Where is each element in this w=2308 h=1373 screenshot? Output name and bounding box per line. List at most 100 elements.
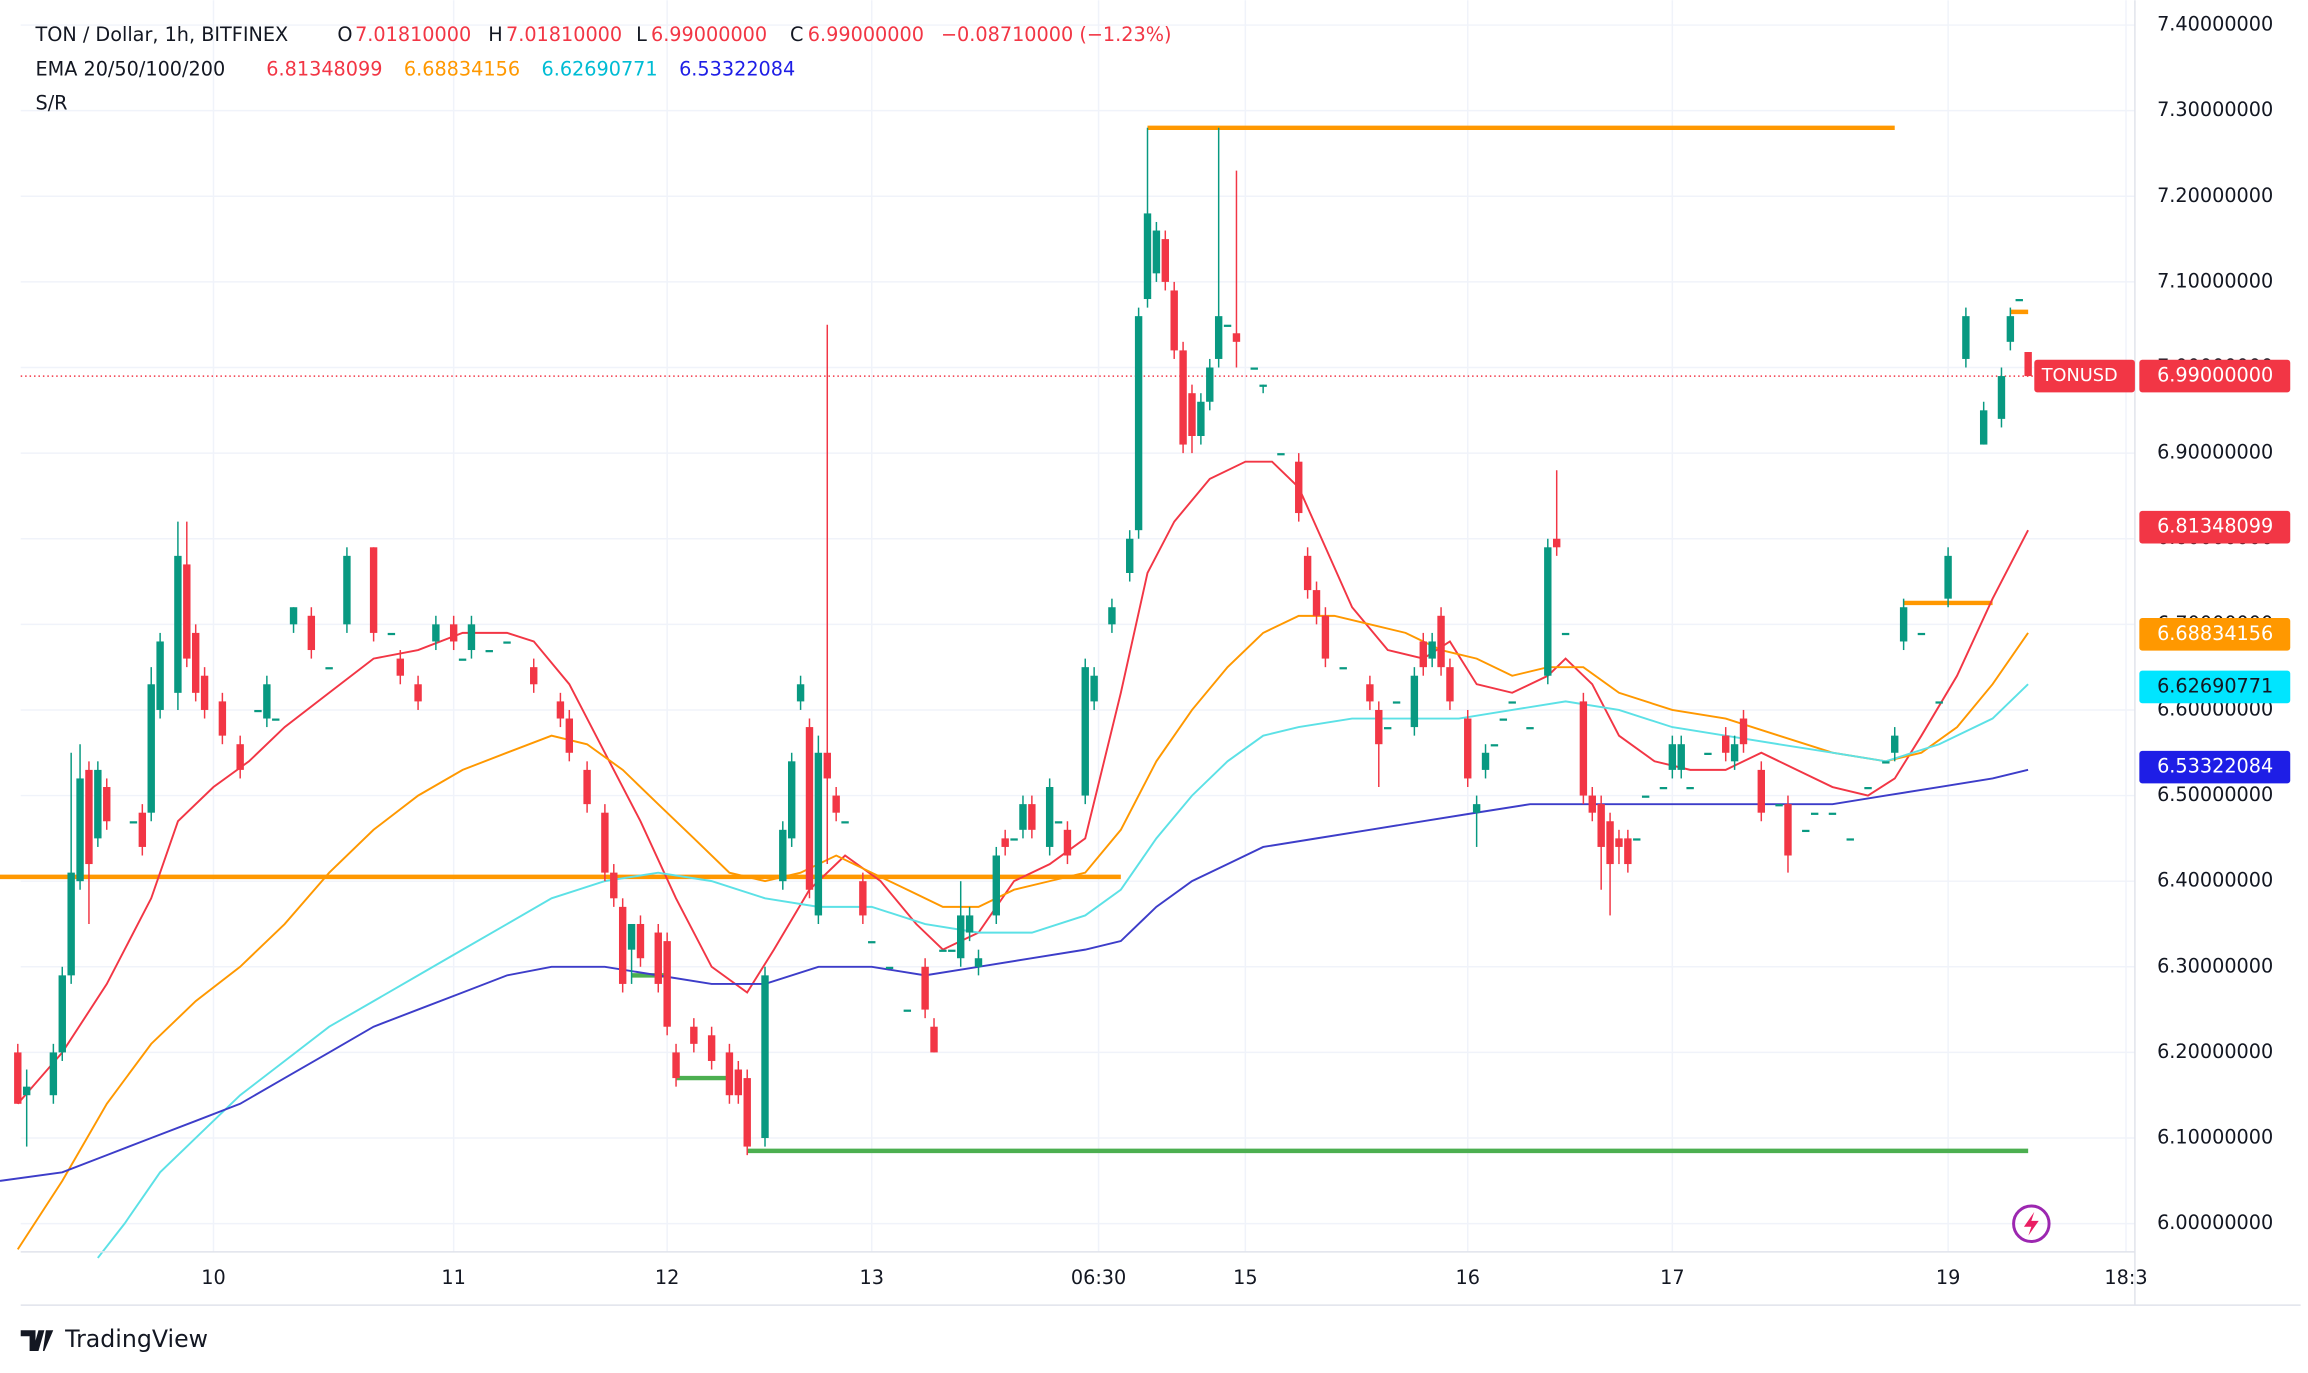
candle-body <box>618 906 627 984</box>
candle-body <box>1891 735 1899 753</box>
candle-body <box>1045 787 1054 847</box>
o-key: O <box>337 23 352 46</box>
candle-body <box>183 564 191 659</box>
candle-body <box>1339 667 1347 670</box>
change: −0.08710000 (−1.23%) <box>941 23 1172 46</box>
candle-body <box>1828 812 1837 815</box>
y-tick-label: 6.30000000 <box>2157 954 2273 977</box>
candle-body <box>672 1052 680 1079</box>
candle-body <box>1704 752 1712 755</box>
candle-body <box>1962 316 1970 359</box>
price-tag <box>2139 670 2291 704</box>
icon-bolt[interactable] <box>2023 1211 2039 1236</box>
candle-body <box>1170 290 1178 351</box>
candle-body <box>67 872 75 976</box>
candle-body <box>1775 804 1783 807</box>
candle-body <box>1410 675 1419 728</box>
candle-body <box>1846 838 1854 841</box>
candle-body <box>903 1009 912 1012</box>
price-tag-label: 6.62690771 <box>2157 674 2273 697</box>
candle-body <box>974 958 983 967</box>
replay-icon[interactable] <box>2012 1204 2051 1244</box>
candle-body <box>1028 804 1036 830</box>
candle-body <box>1882 761 1890 764</box>
axes: 6.00000000 6.10000000 6.20000000 6.30000000… <box>201 13 2291 1289</box>
candle-body <box>272 718 280 721</box>
candle-body <box>1392 701 1401 704</box>
candle-body <box>1161 239 1169 282</box>
price-tag <box>2139 750 2291 784</box>
h-key: H <box>488 23 502 46</box>
candle-body <box>1206 367 1214 402</box>
candle-body <box>1464 718 1472 779</box>
candle-body <box>218 701 227 736</box>
candle-body <box>1366 684 1374 702</box>
candle-body <box>192 632 200 693</box>
candle-body <box>1446 667 1454 702</box>
candle-body <box>1214 316 1223 359</box>
x-tick-label: 12 <box>655 1266 679 1289</box>
candle-body <box>627 923 636 950</box>
candle-body <box>583 769 591 805</box>
candle-body <box>1001 838 1009 847</box>
candle-body <box>690 1026 698 1044</box>
l-key: L <box>636 23 647 46</box>
candle-body <box>1810 812 1819 815</box>
x-tick-label: 10 <box>201 1266 225 1289</box>
brand: TradingView <box>20 1325 208 1353</box>
candle-body <box>1108 607 1116 625</box>
ema-value: 6.53322084 <box>679 57 795 80</box>
x-tick-label: 17 <box>1660 1266 1684 1289</box>
l-val: 6.99000000 <box>651 23 767 46</box>
x-tick-label: 15 <box>1233 1266 1257 1289</box>
candle-body <box>1588 795 1596 813</box>
ema-title: EMA 20/50/100/200 <box>36 57 226 80</box>
candle-body <box>1010 838 1018 841</box>
c-key: C <box>790 23 803 46</box>
price-tag-label: 6.99000000 <box>2157 364 2273 387</box>
icon-ring[interactable] <box>2012 1204 2051 1244</box>
candle-body <box>76 778 84 882</box>
brand-logo <box>20 1330 54 1352</box>
candle-body <box>1526 727 1534 730</box>
candle-body <box>1472 804 1481 813</box>
ema-value: 6.81348099 <box>266 57 382 80</box>
sr-title: S/R <box>36 91 68 114</box>
x-tick-label: 13 <box>860 1266 884 1289</box>
candle-body <box>761 975 769 1139</box>
y-tick-label: 6.90000000 <box>2157 441 2273 464</box>
candle-body <box>734 1069 743 1096</box>
candle-body <box>1606 821 1614 865</box>
candle-body <box>1739 718 1748 745</box>
candle-body <box>725 1052 734 1096</box>
candle-body <box>2015 299 2023 302</box>
candle-body <box>921 966 929 1010</box>
candle-body <box>307 615 316 651</box>
candle-body <box>1686 787 1694 790</box>
candle-body <box>49 1052 58 1096</box>
candle-body <box>449 624 458 642</box>
price-tag <box>2139 359 2291 393</box>
candle-body <box>1997 376 2006 419</box>
candle-body <box>565 718 574 753</box>
candle-body <box>1197 401 1205 437</box>
candle-body <box>263 684 271 719</box>
candle-body <box>129 821 138 824</box>
ema-value: 6.62690771 <box>541 57 657 80</box>
candle-body <box>1784 804 1792 856</box>
candle-body <box>885 966 894 970</box>
candle-body <box>1641 795 1650 798</box>
candle-body <box>823 752 831 779</box>
candle-body <box>467 624 476 651</box>
candle-body <box>1375 709 1383 745</box>
candle-body <box>387 632 396 636</box>
candle-body <box>1090 675 1098 702</box>
candle-body <box>1730 744 1739 762</box>
candle-body <box>992 855 1000 916</box>
ema-line <box>0 768 2029 1182</box>
candle-body <box>432 624 440 642</box>
header: TON / Dollar, 1h, BITFINEX O 7.01810000 … <box>35 23 1172 114</box>
ema-value: 6.68834156 <box>404 57 520 80</box>
